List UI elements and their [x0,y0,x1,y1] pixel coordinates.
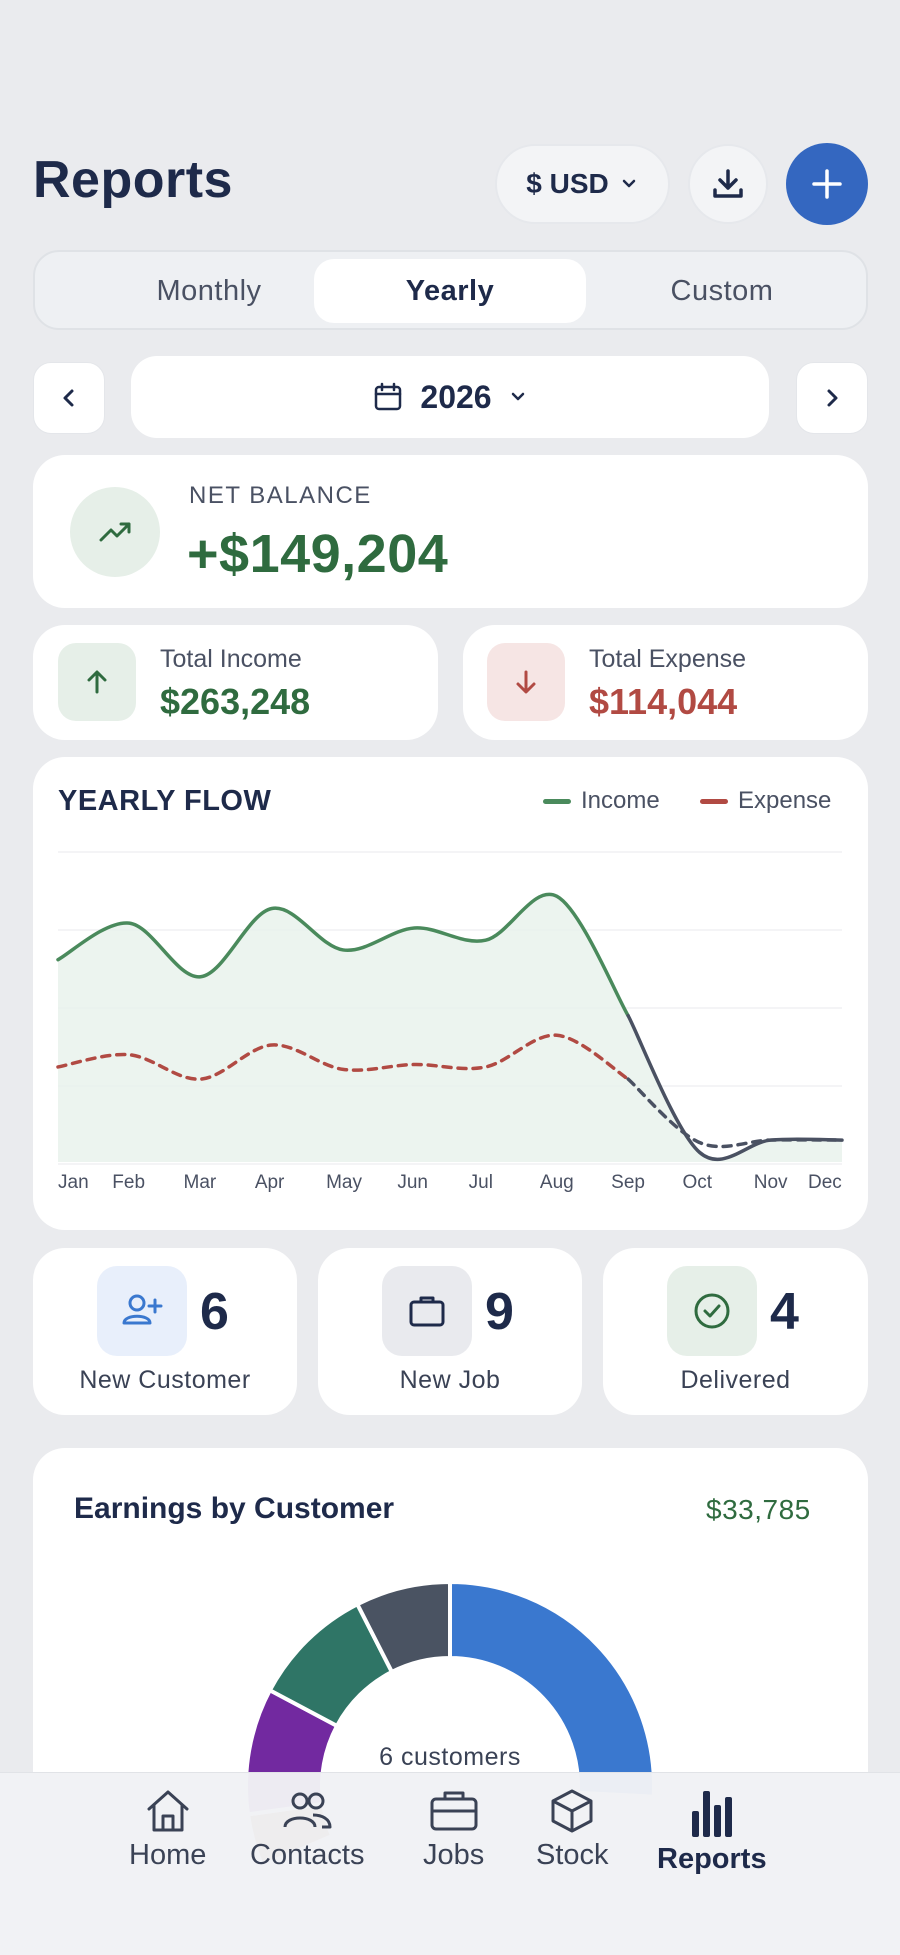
stat-delivered-value: 4 [770,1283,799,1341]
x-tick-label: Mar [183,1172,217,1193]
stat-new-job[interactable]: 9 New Job [318,1248,582,1415]
total-income-label: Total Income [160,645,302,673]
stat-new-customer-value: 6 [200,1283,229,1341]
x-tick-label: Aug [539,1172,574,1193]
x-tick-label: Jul [468,1172,493,1193]
stat-new-customer[interactable]: 6 New Customer [33,1248,297,1415]
download-icon [713,169,743,198]
stat-new-job-value: 9 [485,1283,514,1341]
nav-jobs-label: Jobs [423,1839,485,1871]
download-button[interactable] [688,144,768,224]
tab-monthly[interactable]: Monthly [156,274,262,307]
total-income-value: $263,248 [160,681,311,722]
donut-center-label: 6 customers [379,1743,521,1771]
total-expense-value: $114,044 [589,681,738,722]
nav-home-label: Home [129,1839,207,1871]
home-icon [147,1790,189,1832]
legend-expense: Expense [700,787,831,815]
box-icon [551,1789,593,1833]
donut-slice [354,1579,452,1675]
x-tick-label: Apr [254,1172,285,1193]
expense-line [56,1033,630,1081]
nav-reports[interactable]: Reports [657,1787,767,1876]
briefcase-icon [430,1791,478,1831]
legend-income-label: Income [581,787,660,814]
stat-new-job-label: New Job [399,1366,501,1394]
x-tick-label: Jan [58,1172,89,1193]
nav-reports-label: Reports [657,1843,767,1875]
yearly-flow-chart [56,851,844,1165]
total-income-card: Total Income $263,248 [33,625,438,740]
period-tabs: Monthly Yearly Custom [33,250,868,330]
x-tick-label: Sep [611,1172,645,1193]
arrow-up-icon [58,643,136,721]
earnings-total: $33,785 [706,1494,811,1525]
stat-delivered-label: Delivered [680,1366,791,1394]
page-title: Reports [33,151,233,209]
chevron-left-icon [63,389,74,407]
tab-custom[interactable]: Custom [670,274,774,307]
year-select[interactable]: 2026 [131,356,769,438]
chart-title: YEARLY FLOW [58,785,272,817]
earnings-title: Earnings by Customer [74,1492,395,1525]
prev-year-button[interactable] [33,362,105,434]
net-balance-value: +$149,204 [187,524,449,584]
legend-income-swatch [543,798,571,804]
stat-delivered[interactable]: 4 Delivered [603,1248,868,1415]
nav-stock-label: Stock [536,1839,609,1871]
total-expense-card: Total Expense $114,044 [463,625,868,740]
bar-chart-icon [691,1791,732,1837]
nav-contacts-label: Contacts [250,1839,365,1871]
income-line [56,892,630,1018]
chevron-right-icon [827,389,838,407]
x-tick-label: Feb [112,1172,146,1193]
legend-income: Income [543,787,660,815]
currency-label: $ USD [526,168,609,199]
x-tick-label: Jun [397,1172,428,1193]
net-balance-card [33,455,868,608]
check-circle-icon [667,1266,757,1356]
stat-new-customer-label: New Customer [79,1366,251,1394]
x-tick-label: Nov [753,1172,788,1193]
tab-yearly[interactable]: Yearly [314,259,586,323]
calendar-icon [375,382,402,411]
x-tick-label: May [326,1172,362,1193]
arrow-down-icon [487,643,565,721]
income-area [58,894,842,1162]
currency-select[interactable]: $ USD [495,144,670,224]
chevron-down-icon [622,179,635,188]
add-button[interactable] [786,143,868,225]
legend-expense-swatch [700,798,728,804]
briefcase-icon [382,1266,472,1356]
user-plus-icon [97,1266,187,1356]
trending-up-icon [70,487,160,577]
expense-line-tail [626,1077,844,1149]
year-value: 2026 [420,378,492,415]
legend-expense-label: Expense [738,787,832,814]
total-expense-label: Total Expense [589,645,747,673]
nav-jobs[interactable]: Jobs [423,1787,484,1872]
nav-contacts[interactable]: Contacts [250,1787,364,1872]
x-tick-label: Dec [808,1172,842,1193]
x-tick-label: Oct [682,1172,713,1193]
next-year-button[interactable] [796,362,868,434]
chevron-down-icon [511,392,524,401]
plus-icon [812,169,842,199]
net-balance-label: NET BALANCE [189,482,372,509]
nav-home[interactable]: Home [129,1787,206,1872]
contacts-icon [283,1792,332,1829]
bottom-navigation: Home Contacts Jobs Stock Reports [0,1772,900,1955]
nav-stock[interactable]: Stock [536,1787,609,1872]
